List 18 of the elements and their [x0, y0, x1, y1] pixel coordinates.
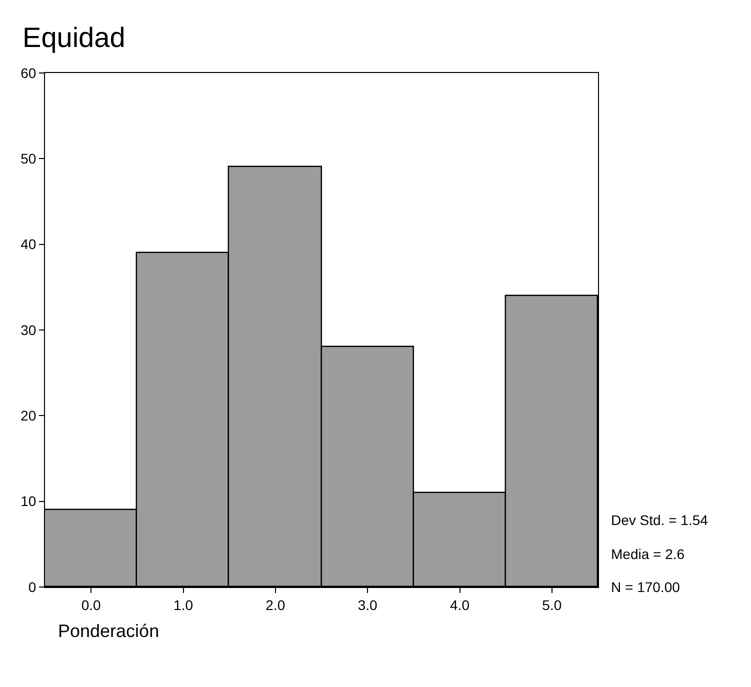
y-tick-label: 50 [20, 150, 36, 167]
y-tick-label: 0 [28, 578, 36, 595]
x-tick-label: 1.0 [174, 596, 194, 613]
y-tick-label: 30 [20, 322, 36, 338]
x-tick-label: 2.0 [266, 596, 286, 613]
y-tick-label: 10 [20, 493, 36, 510]
y-tick-label: 60 [20, 64, 36, 81]
x-tick-label: 0.0 [81, 596, 102, 613]
chart-title: Equidad [22, 22, 126, 54]
x-tick-label: 4.0 [450, 596, 470, 613]
text: Media = 2.6 [611, 546, 685, 562]
x-tick-label: 5.0 [542, 596, 562, 613]
x-axis-title: Ponderación [58, 621, 160, 641]
text: Dev Std. = 1.54 [611, 512, 708, 528]
text: N = 170.00 [611, 579, 680, 595]
x-tick-label: 3.0 [358, 596, 378, 613]
y-tick-label: 20 [20, 408, 36, 424]
y-tick-label: 40 [20, 236, 36, 252]
